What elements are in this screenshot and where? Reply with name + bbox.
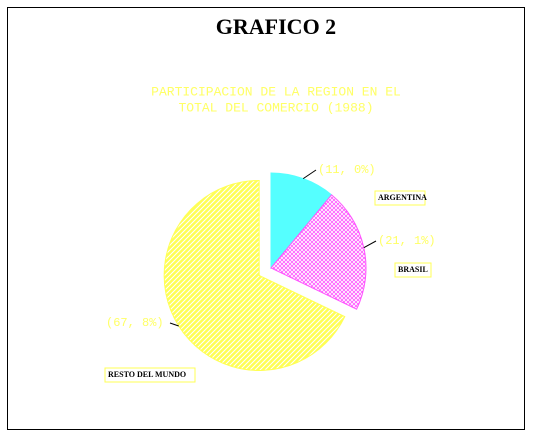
legend-label: BRASIL xyxy=(398,265,428,274)
leader-line xyxy=(169,322,179,327)
chart-subtitle: PARTICIPACION DE LA REGION EN EL xyxy=(151,84,401,99)
value-label: (67, 8%) xyxy=(106,316,164,330)
value-label: (11, 0%) xyxy=(318,163,376,177)
legend-box xyxy=(104,367,196,383)
legend-box xyxy=(374,190,426,206)
leader-line xyxy=(363,240,377,249)
value-label: (21, 1%) xyxy=(378,234,436,248)
leader-line xyxy=(302,169,317,180)
chart-subtitle: TOTAL DEL COMERCIO (1988) xyxy=(178,100,373,115)
pie-slice xyxy=(270,172,333,270)
legend-label: ARGENTINA xyxy=(378,193,427,202)
chart-title: GRAFICO 2 xyxy=(216,14,336,39)
legend-label: RESTO DEL MUNDO xyxy=(108,370,186,379)
legend-box xyxy=(394,262,432,278)
